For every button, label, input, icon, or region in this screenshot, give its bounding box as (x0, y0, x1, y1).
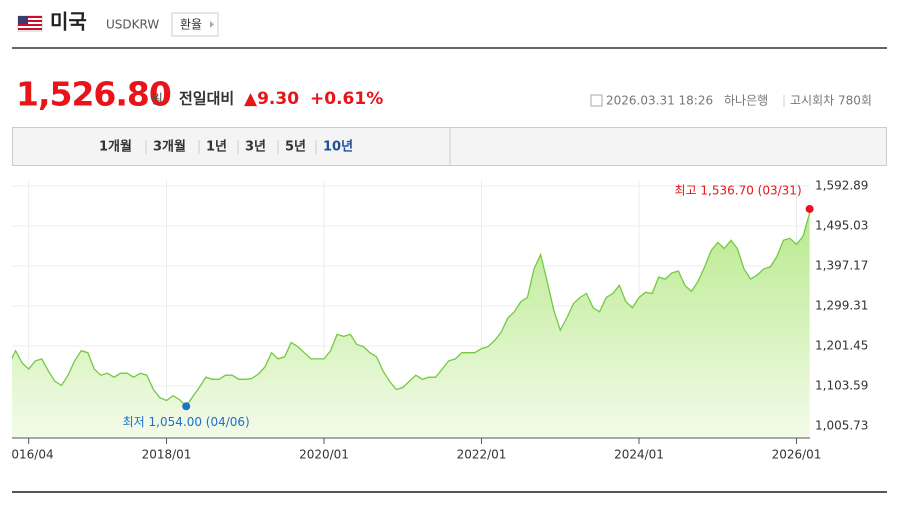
y-tick-label: 1,005.73 (815, 418, 868, 432)
flag (17, 15, 43, 32)
y-tick-label: 1,299.31 (815, 298, 868, 312)
datetime: 2026.03.31 18:26 (606, 94, 713, 108)
line (12, 212, 811, 408)
x-tick-label: 2020/01 (299, 448, 349, 462)
button-box[interactable] (171, 12, 219, 37)
y-tick-label: 1,397.17 (815, 258, 868, 272)
bank: 하나은행 (724, 93, 768, 108)
round: 고시회차 780회 (790, 94, 872, 108)
code: USDKRW (106, 18, 159, 32)
bottom-line (12, 491, 887, 493)
series (12, 212, 811, 438)
period-tab[interactable]: 10년 (323, 140, 353, 155)
divider (12, 47, 887, 49)
extreme-marker (805, 204, 814, 213)
area (12, 213, 810, 438)
rate-button[interactable]: 환율 (180, 18, 202, 32)
change-pct: +0.61% (310, 89, 383, 109)
y-tick-label: 1,495.03 (815, 218, 868, 232)
y-tick-label: 1,103.59 (815, 378, 868, 392)
arrow (210, 21, 214, 28)
extreme-marker (182, 402, 191, 411)
unit: 원 (151, 93, 163, 108)
calendar-icon (590, 94, 603, 107)
country: 미국 (50, 10, 87, 34)
y-tick-label: 1,201.45 (815, 338, 868, 352)
extreme-label: 최저 1,054.00 (04/06) (123, 415, 250, 429)
x-tick-label: 2026/01 (772, 448, 822, 462)
period-tab[interactable]: 1년 (206, 140, 227, 155)
extreme-label: 최고 1,536.70 (03/31) (675, 183, 802, 197)
x-tick-label: 2024/01 (614, 448, 664, 462)
change: ▲9.30 (244, 89, 299, 109)
x-tick-label: 2016/04 (4, 448, 54, 462)
x-axis: 2016/04 2018/01 2020/01 2022/01 2024/01 2026/… (4, 438, 822, 462)
period-tab[interactable]: 1개월 (99, 139, 132, 155)
period-tab[interactable]: 3개월 (153, 139, 186, 155)
change-label: 전일대비 (179, 90, 234, 108)
y-tick-label: 1,592.89 (815, 179, 868, 193)
x-tick-label: 2018/01 (142, 448, 192, 462)
price: 1,526.80 (16, 75, 171, 114)
x-tick-label: 2022/01 (457, 448, 507, 462)
period-tab[interactable]: 3년 (245, 140, 266, 155)
period-tab[interactable]: 5년 (285, 140, 306, 155)
